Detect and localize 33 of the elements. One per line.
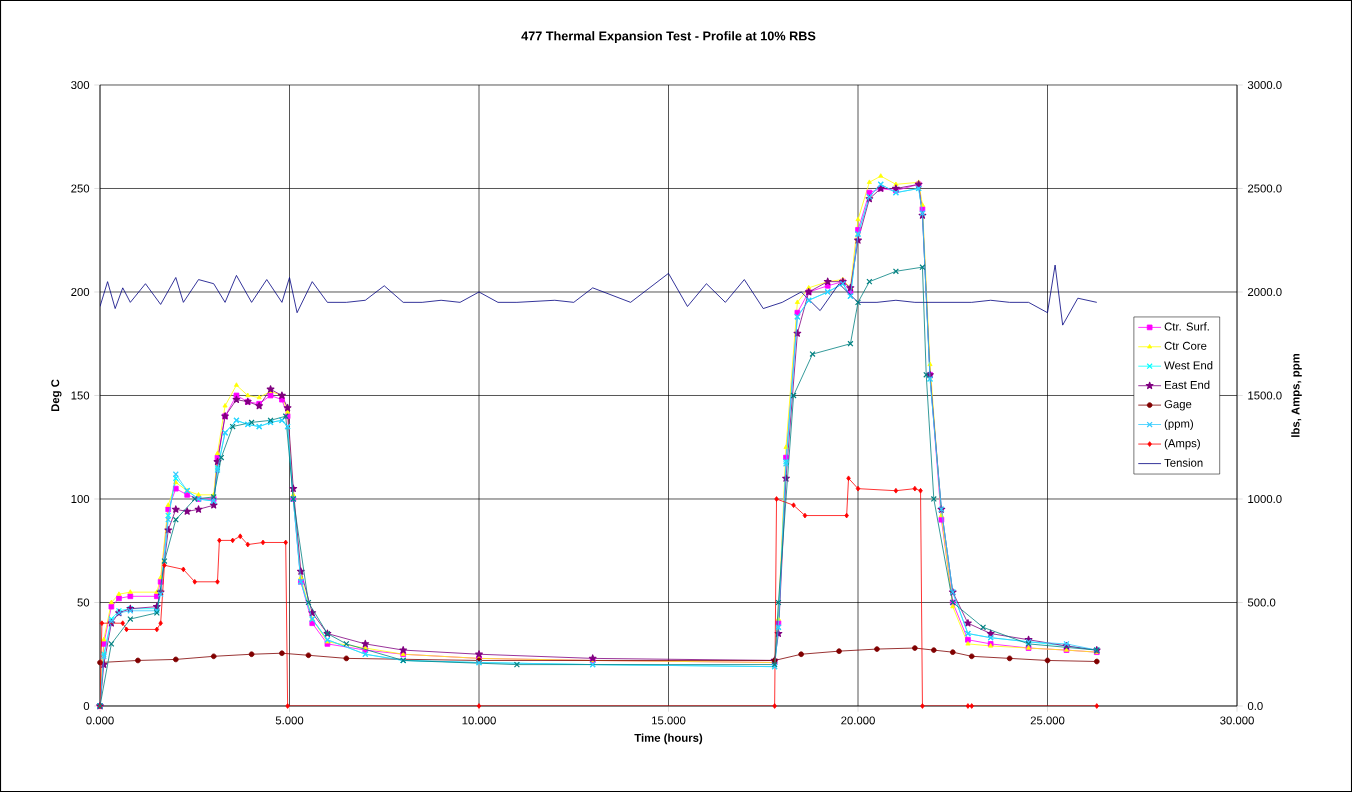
y2-tick-label: 1000.0 — [1248, 494, 1282, 503]
x-axis-title: Time (hours) — [634, 733, 703, 745]
x-tick-label: 15.000 — [652, 716, 686, 725]
legend-label: (ppm) — [1164, 419, 1193, 430]
x-tick-label: 10.000 — [462, 716, 496, 725]
x-tick-label: 30.000 — [1220, 716, 1254, 725]
legend-label: East End — [1165, 380, 1210, 389]
y-tick-label: 100 — [71, 494, 90, 503]
legend-label: Tension — [1164, 458, 1203, 467]
y2-tick-label: 500.0 — [1247, 598, 1276, 607]
x-tick-label: 20.000 — [841, 716, 875, 725]
y-axis-title: Deg C — [51, 379, 62, 412]
y2-tick-label: 2500.0 — [1247, 184, 1282, 193]
legend-label: Gage — [1164, 400, 1192, 411]
y-tick-label: 300 — [71, 80, 90, 89]
legend-label: Ctr Core — [1164, 341, 1207, 350]
y2-tick-label: 0.0 — [1247, 702, 1263, 711]
y-tick-label: 150 — [71, 391, 90, 400]
y2-tick-label: 1500.0 — [1248, 391, 1282, 400]
y2-axis-title: lbs, Amps, ppm — [1291, 354, 1302, 437]
y-tick-label: 0 — [83, 702, 90, 710]
legend-label: Ctr. Surf. — [1164, 322, 1209, 331]
x-tick-label: 0.000 — [86, 716, 114, 725]
x-tick-label: 5.000 — [275, 716, 304, 725]
chart-title: 477 Thermal Expansion Test - Profile at 10% RBS — [521, 31, 816, 43]
y2-tick-label: 2000.0 — [1247, 287, 1282, 296]
y-tick-label: 50 — [77, 598, 90, 607]
legend-label: West End — [1164, 361, 1213, 370]
legend-label: (Amps) — [1164, 438, 1200, 450]
x-tick-label: 25.000 — [1030, 716, 1065, 725]
y-tick-label: 200 — [71, 287, 90, 296]
y2-tick-label: 3000.0 — [1247, 80, 1282, 89]
y-tick-label: 250 — [71, 184, 90, 193]
